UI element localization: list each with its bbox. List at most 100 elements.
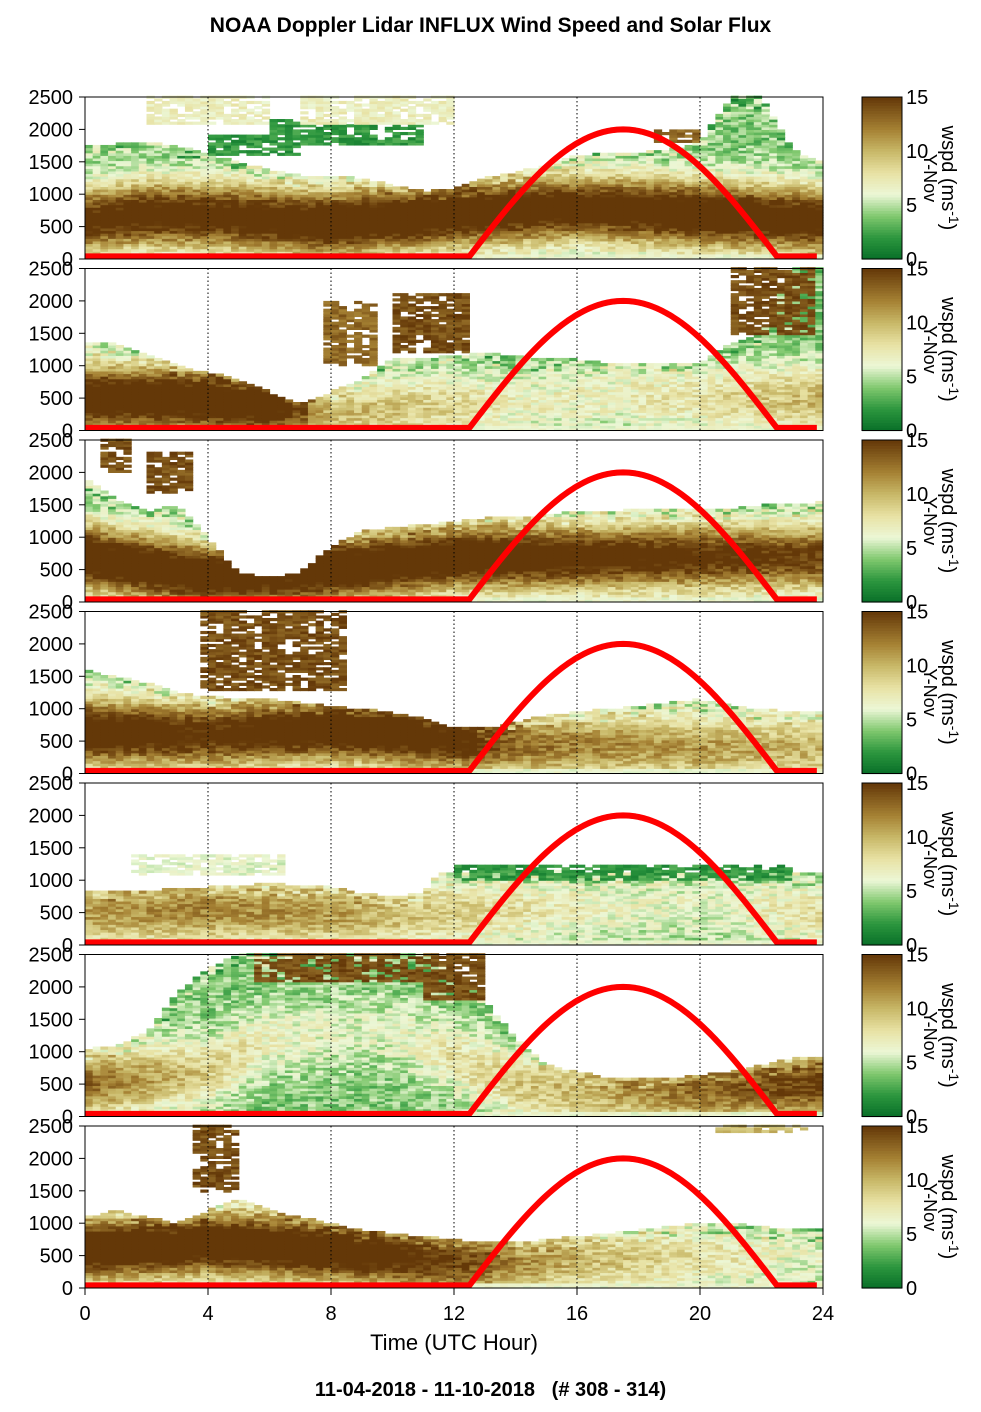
- heatmap-cell: [592, 230, 601, 234]
- heatmap-cell: [192, 370, 201, 375]
- heatmap-cell: [261, 147, 271, 151]
- heatmap-cell: [454, 191, 463, 195]
- heatmap-cell: [231, 170, 240, 175]
- heatmap-cell: [700, 173, 709, 177]
- heatmap-cell: [653, 199, 663, 203]
- heatmap-cell: [769, 256, 778, 260]
- heatmap-cell: [723, 217, 732, 221]
- heatmap-cell: [746, 111, 755, 115]
- heatmap-cell: [138, 220, 148, 224]
- heatmap-cell: [684, 222, 693, 226]
- heatmap-cell: [615, 251, 624, 255]
- heatmap-cell: [584, 217, 593, 221]
- heatmap-cell: [753, 214, 763, 219]
- heatmap-cell: [454, 251, 463, 255]
- heatmap-cell: [738, 103, 747, 107]
- heatmap-cell: [415, 103, 424, 107]
- heatmap-cell: [454, 214, 463, 219]
- heatmap-cell: [277, 225, 286, 229]
- heatmap-cell: [461, 207, 470, 211]
- heatmap-cell: [300, 227, 309, 232]
- heatmap-cell: [561, 181, 570, 185]
- heatmap-cell: [577, 178, 586, 182]
- heatmap-cell: [177, 113, 186, 118]
- heatmap-cell: [123, 207, 132, 211]
- heatmap-cell: [184, 108, 194, 112]
- heatmap-cell: [292, 178, 301, 182]
- heatmap-cell: [192, 186, 201, 190]
- heatmap-cell: [338, 116, 347, 120]
- heatmap-cell: [269, 150, 278, 154]
- heatmap-cell: [300, 129, 309, 133]
- heatmap-cell: [261, 121, 271, 125]
- heatmap-cell: [361, 201, 371, 206]
- heatmap-cell: [238, 121, 248, 125]
- heatmap-cell: [769, 227, 778, 232]
- heatmap-cell: [115, 227, 125, 232]
- heatmap-cell: [730, 214, 740, 219]
- heatmap-cell: [331, 189, 340, 193]
- heatmap-cell: [484, 243, 494, 247]
- heatmap-cell: [500, 201, 509, 206]
- heatmap-cell: [238, 196, 248, 200]
- heatmap-cell: [307, 248, 317, 252]
- heatmap-cell: [553, 253, 563, 258]
- heatmap-cell: [700, 194, 709, 198]
- heatmap-cell: [530, 181, 540, 185]
- heatmap-cell: [231, 204, 240, 208]
- heatmap-cell: [161, 163, 171, 167]
- heatmap-cell: [192, 240, 201, 245]
- heatmap-cell: [723, 121, 732, 125]
- heatmap-cell: [338, 209, 347, 213]
- heatmap-cell: [407, 214, 417, 219]
- heatmap-cell: [208, 157, 217, 162]
- heatmap-cell: [231, 199, 240, 203]
- heatmap-cell: [238, 212, 248, 216]
- heatmap-cell: [346, 243, 355, 247]
- heatmap-cell: [231, 212, 240, 216]
- heatmap-cell: [384, 183, 394, 188]
- heatmap-cell: [85, 235, 94, 239]
- heatmap-cell: [177, 103, 186, 107]
- heatmap-cell: [108, 201, 117, 206]
- heatmap-cell: [346, 196, 355, 200]
- heatmap-cell: [231, 227, 240, 232]
- heatmap-cell: [400, 238, 409, 242]
- heatmap-cell: [392, 246, 401, 250]
- heatmap-cell: [553, 176, 563, 180]
- heatmap-cell: [392, 212, 401, 216]
- heatmap-cell: [692, 134, 701, 138]
- heatmap-cell: [192, 235, 201, 239]
- heatmap-cell: [615, 178, 624, 182]
- heatmap-cell: [769, 173, 778, 177]
- heatmap-cell: [131, 201, 140, 206]
- heatmap-cell: [684, 196, 693, 200]
- heatmap-cell: [530, 209, 540, 213]
- heatmap-cell: [653, 256, 663, 260]
- heatmap-cell: [507, 240, 517, 245]
- heatmap-cell: [407, 189, 417, 193]
- heatmap-cell: [246, 142, 255, 146]
- heatmap-cell: [331, 225, 340, 229]
- heatmap-cell: [723, 248, 732, 252]
- heatmap-cell: [700, 246, 709, 250]
- heatmap-cell: [753, 124, 763, 128]
- heatmap-cell: [177, 227, 186, 232]
- heatmap-cell: [238, 230, 248, 234]
- heatmap-cell: [85, 165, 94, 169]
- heatmap-cell: [223, 142, 232, 146]
- heatmap-cell: [623, 240, 632, 245]
- heatmap-cell: [377, 238, 386, 242]
- heatmap-cell: [500, 243, 509, 247]
- heatmap-cell: [284, 139, 294, 143]
- heatmap-cell: [400, 196, 409, 200]
- heatmap-cell: [338, 251, 347, 255]
- heatmap-cell: [746, 248, 755, 252]
- heatmap-cell: [730, 126, 740, 130]
- heatmap-cell: [584, 160, 593, 164]
- heatmap-cell: [154, 191, 163, 195]
- heatmap-cell: [254, 100, 263, 105]
- heatmap-cell: [292, 209, 301, 213]
- heatmap-cell: [507, 209, 517, 213]
- heatmap-cell: [246, 191, 255, 195]
